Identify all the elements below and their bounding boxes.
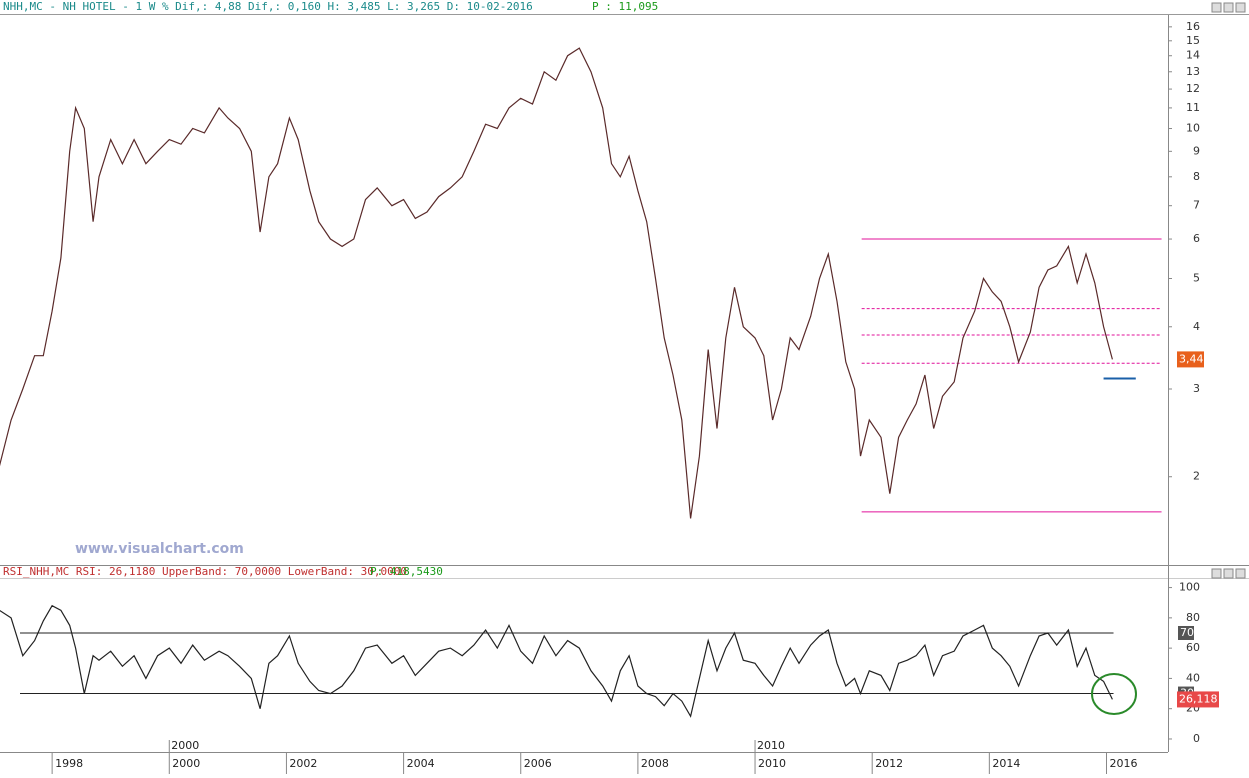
last-value-box [1177, 691, 1219, 708]
rsi-header-p: P: 418,5430 [370, 565, 443, 578]
maximize-button[interactable] [1223, 568, 1234, 579]
price-line [0, 47, 1113, 519]
y-tick-label: 3 [1193, 382, 1200, 395]
y-tick-label: 40 [1186, 671, 1200, 684]
y-tick-label: 60 [1186, 641, 1200, 654]
x-tick-label: 2012 [875, 757, 903, 770]
header-p: P : 11,095 [592, 0, 658, 13]
decade-label: 2000 [171, 739, 199, 752]
y-tick-label: 5 [1193, 271, 1200, 284]
close-button[interactable] [1235, 568, 1246, 579]
y-tick-label: 12 [1186, 82, 1200, 95]
decade-label: 2010 [757, 739, 785, 752]
x-tick-label: 1998 [55, 757, 83, 770]
y-tick-label: 2 [1193, 470, 1200, 483]
y-tick-label: 16 [1186, 20, 1200, 33]
minimize-button[interactable] [1211, 568, 1222, 579]
price-line [0, 604, 1113, 718]
y-tick-label: 13 [1186, 65, 1200, 78]
y-tick-label: 14 [1186, 49, 1200, 62]
x-tick-label: 2002 [289, 757, 317, 770]
y-tick-label: 9 [1193, 144, 1200, 157]
y-tick-label: 100 [1179, 581, 1200, 594]
y-tick-label: 10 [1186, 122, 1200, 135]
x-tick-label: 2004 [407, 757, 435, 770]
y-tick-label: 15 [1186, 34, 1200, 47]
y-tick-label: 8 [1193, 170, 1200, 183]
watermark: www.visualchart.com [75, 541, 244, 557]
window-buttons [1211, 2, 1246, 579]
header-info: NHH,MC - NH HOTEL - 1 W % Dif,: 4,88 Dif… [3, 0, 533, 13]
y-tick-label: 0 [1193, 732, 1200, 745]
band-label-box [1178, 625, 1194, 640]
band-label: 70 [1180, 626, 1194, 639]
y-tick-label: 80 [1186, 611, 1200, 624]
highlight-circle [1091, 673, 1137, 715]
x-tick-label: 2010 [758, 757, 786, 770]
minimize-button[interactable] [1211, 2, 1222, 13]
last-value-label: 3,44 [1179, 352, 1204, 365]
maximize-button[interactable] [1223, 2, 1234, 13]
y-tick-label: 4 [1193, 320, 1200, 333]
y-tick-label: 7 [1193, 199, 1200, 212]
x-tick-label: 2000 [172, 757, 200, 770]
x-tick-label: 2008 [641, 757, 669, 770]
last-value-label: 26,118 [1179, 692, 1218, 705]
x-tick-label: 2006 [524, 757, 552, 770]
y-tick-label: 6 [1193, 232, 1200, 245]
x-tick-label: 2014 [992, 757, 1020, 770]
last-value-box [1177, 351, 1204, 368]
x-tick-label: 2016 [1109, 757, 1137, 770]
close-button[interactable] [1235, 2, 1246, 13]
rsi-header-info: RSI_NHH,MC RSI: 26,1180 UpperBand: 70,00… [3, 565, 407, 578]
y-tick-label: 11 [1186, 101, 1200, 114]
